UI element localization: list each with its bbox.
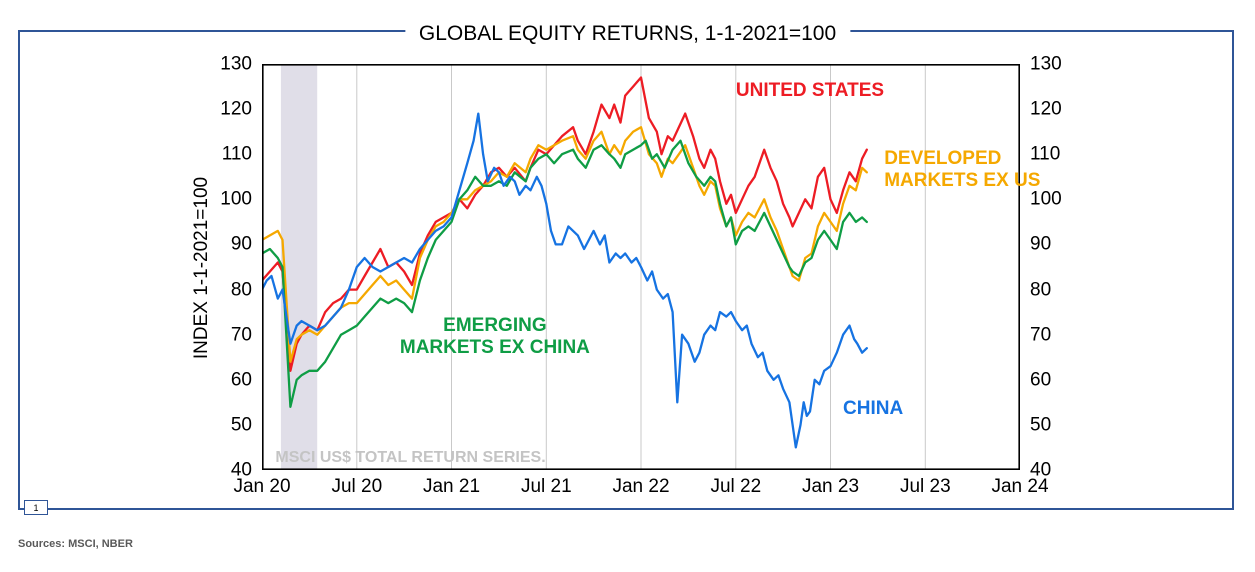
recession-band <box>280 64 318 470</box>
y-tick-right-110: 110 <box>1030 143 1061 165</box>
y-tick-right-70: 70 <box>1030 324 1052 346</box>
label-emerging-markets-ex-china: EMERGING MARKETS EX CHINA <box>400 315 590 359</box>
y-tick-right-80: 80 <box>1030 279 1052 301</box>
y-tick-left-100: 100 <box>220 188 252 210</box>
chart-canvas <box>260 64 1021 470</box>
label-china: CHINA <box>843 398 903 420</box>
annotation-line: DEVELOPED <box>884 148 1002 170</box>
chart-title: GLOBAL EQUITY RETURNS, 1-1-2021=100 <box>404 22 851 46</box>
label-united-states: UNITED STATES <box>736 80 884 102</box>
series-line-developed-markets-ex-us <box>260 126 868 363</box>
annotation-line: EMERGING <box>443 315 547 337</box>
x-tick-jan-20: Jan 20 <box>233 476 291 497</box>
y-tick-left-50: 50 <box>230 414 252 436</box>
y-tick-right-60: 60 <box>1030 369 1052 391</box>
x-tick-jan-24: Jan 24 <box>991 476 1049 497</box>
y-tick-left-80: 80 <box>230 279 252 301</box>
x-tick-jul-23: Jul 23 <box>899 476 951 497</box>
x-tick-jul-20: Jul 20 <box>331 476 383 497</box>
y-tick-right-90: 90 <box>1030 233 1052 255</box>
annotation-line: MSCI US$ TOTAL RETURN SERIES. <box>275 448 546 466</box>
series-line-china <box>260 112 868 449</box>
y-tick-right-120: 120 <box>1030 98 1062 120</box>
y-tick-right-130: 130 <box>1030 53 1062 75</box>
x-tick-jul-21: Jul 21 <box>520 476 572 497</box>
annotation-line: MARKETS EX US <box>884 170 1041 191</box>
y-tick-left-90: 90 <box>230 233 252 255</box>
y-tick-left-110: 110 <box>221 143 252 165</box>
y-tick-right-100: 100 <box>1030 188 1062 210</box>
annotation-line: UNITED STATES <box>735 80 885 102</box>
x-tick-jan-22: Jan 22 <box>612 476 670 497</box>
series-line-emerging-markets-ex-china <box>260 139 868 408</box>
y-tick-right-50: 50 <box>1030 414 1052 436</box>
y-tick-left-130: 130 <box>220 53 252 75</box>
sources-note: Sources: MSCI, NBER <box>18 538 133 550</box>
x-tick-jan-23: Jan 23 <box>801 476 860 497</box>
y-tick-left-40: 40 <box>230 459 252 481</box>
annotation-line: CHINA <box>843 398 904 420</box>
y-tick-left-60: 60 <box>230 369 252 391</box>
annotation-line: MARKETS EX CHINA <box>399 336 590 358</box>
label-developed-markets-ex-us: DEVELOPED MARKETS EX US <box>884 148 1040 192</box>
x-tick-jan-21: Jan 21 <box>422 476 481 497</box>
x-tick-jul-22: Jul 22 <box>710 476 762 497</box>
page-number-box: 1 <box>24 500 48 515</box>
note-msci: MSCI US$ TOTAL RETURN SERIES. <box>275 449 545 467</box>
y-tick-left-120: 120 <box>220 98 252 120</box>
series-line-united-states <box>260 76 868 372</box>
y-tick-right-40: 40 <box>1030 459 1052 481</box>
page-number: 1 <box>33 502 39 513</box>
y-tick-left-70: 70 <box>230 324 252 346</box>
plot-area <box>260 64 1021 470</box>
plot-border <box>262 64 1021 470</box>
